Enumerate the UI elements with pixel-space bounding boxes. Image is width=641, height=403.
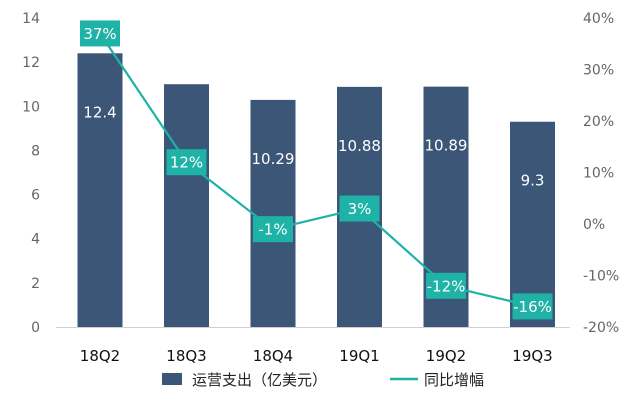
left-axis-tick-label: 12	[22, 55, 40, 71]
line-value-label: -1%	[258, 221, 287, 239]
category-label: 18Q2	[80, 347, 120, 365]
line-data-labels: 37% 12% -1% 3% -12% -16%	[80, 20, 553, 320]
bar-value-label: 10.29	[252, 150, 295, 168]
left-axis-tick-label: 0	[31, 320, 40, 336]
right-axis-tick-label: -10%	[583, 269, 619, 285]
category-label: 18Q3	[166, 347, 206, 365]
bar-series	[77, 53, 555, 328]
line-label-box	[80, 20, 120, 47]
line-value-label: -16%	[513, 298, 552, 316]
bar-value-label: 9.3	[521, 172, 545, 190]
bar	[77, 53, 123, 328]
category-label: 19Q2	[426, 347, 466, 365]
bar-value-label: 10.89	[425, 137, 468, 155]
legend-bar-swatch	[162, 373, 182, 385]
left-axis-tick-label: 14	[22, 11, 40, 27]
bar	[164, 84, 209, 327]
line-value-label: 37%	[83, 25, 116, 43]
left-y-axis: 0 2 4 6 8 10 12 14	[22, 11, 40, 336]
left-axis-tick-label: 8	[31, 143, 40, 159]
right-axis-tick-label: 40%	[583, 11, 614, 27]
right-y-axis: -20% -10% 0% 10% 20% 30% 40%	[583, 11, 619, 336]
legend: 运营支出（亿美元） 同比增幅	[162, 371, 484, 389]
left-axis-tick-label: 6	[31, 188, 40, 204]
line-label-box	[339, 195, 380, 222]
line-value-label: -12%	[427, 277, 466, 295]
bar	[250, 99, 296, 327]
right-axis-tick-label: 10%	[583, 166, 614, 182]
left-axis-tick-label: 2	[31, 276, 40, 292]
bar-value-label: 12.4	[83, 103, 116, 121]
category-label: 19Q1	[339, 347, 379, 365]
category-label: 18Q4	[253, 347, 293, 365]
left-axis-tick-label: 10	[22, 99, 40, 115]
x-axis: 18Q2 18Q3 18Q4 19Q1 19Q2 19Q3	[56, 327, 570, 365]
legend-line-label: 同比增幅	[424, 371, 484, 389]
category-label: 19Q3	[512, 347, 552, 365]
right-axis-tick-label: -20%	[583, 320, 619, 336]
right-axis-tick-label: 20%	[583, 114, 614, 130]
bar-data-labels: 12.4 10.29 10.88 10.89 9.3	[83, 103, 544, 189]
right-axis-tick-label: 0%	[583, 217, 605, 233]
bar-value-label: 10.88	[338, 137, 381, 155]
line-label-box	[512, 293, 553, 320]
legend-bar-label: 运营支出（亿美元）	[192, 371, 327, 389]
line-value-label: 3%	[348, 200, 372, 218]
line-label-box	[166, 149, 207, 176]
left-axis-tick-label: 4	[31, 232, 40, 248]
right-axis-tick-label: 30%	[583, 63, 614, 79]
bar	[510, 121, 555, 327]
line-label-box	[426, 272, 466, 299]
line-value-label: 12%	[170, 154, 203, 172]
line-label-box	[253, 216, 293, 243]
